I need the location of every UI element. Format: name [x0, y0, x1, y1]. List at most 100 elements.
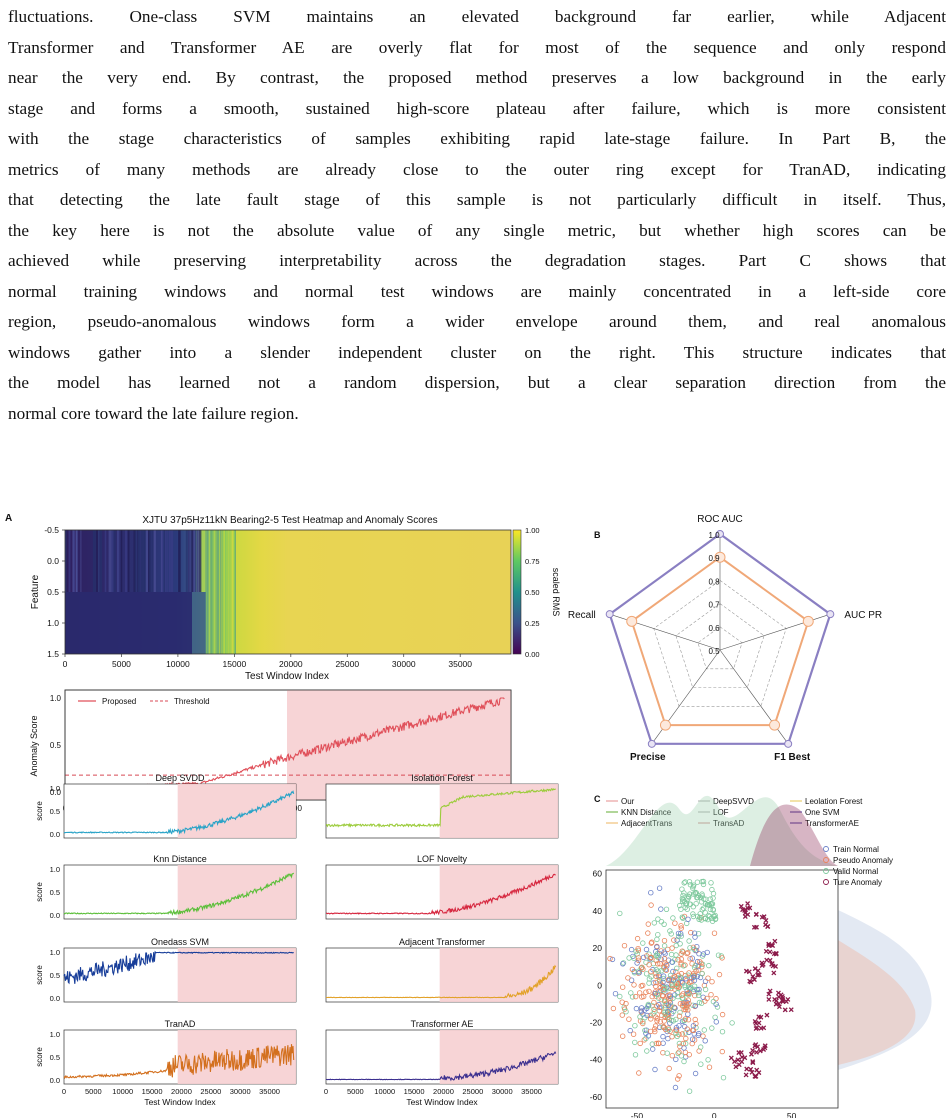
tsne-point — [620, 984, 626, 990]
heatmap-title: XJTU 37p5Hz11kN Bearing2-5 Test Heatmap … — [142, 515, 437, 526]
radar-legend-item: KNN Distance — [621, 808, 672, 817]
tsne-legend-item: Ture Anomaly — [833, 878, 882, 887]
tsne-point — [675, 1050, 681, 1056]
heatmap-stripe — [179, 530, 181, 592]
tsne-anomaly-point — [739, 1054, 745, 1060]
radar-ring-label: 0.8 — [708, 577, 720, 586]
method-title: TranAD — [165, 1019, 196, 1029]
tsne-point — [665, 1002, 671, 1008]
tsne-anomaly-point — [756, 972, 762, 978]
tsne-point — [638, 1008, 644, 1014]
heatmap-xtick: 0 — [63, 659, 68, 669]
tsne-point — [674, 937, 680, 943]
heatmap-stripe — [93, 530, 95, 592]
tsne-point — [691, 1031, 697, 1037]
tsne-point — [635, 946, 641, 952]
tsne-point — [632, 1052, 639, 1058]
radar-our-marker — [659, 719, 671, 731]
tsne-point — [607, 955, 613, 962]
tsne-anomaly-point — [764, 957, 770, 963]
tsne-point — [648, 954, 654, 960]
tsne-point — [632, 1023, 638, 1029]
radar-legend-item: Our — [621, 797, 635, 806]
tsne-point — [702, 915, 708, 921]
tsne-point — [687, 956, 693, 962]
tsne-point — [675, 957, 681, 963]
tsne-point — [676, 1073, 682, 1079]
tsne-point — [654, 1003, 660, 1009]
tsne-point — [691, 882, 697, 888]
tsne-point — [666, 1065, 672, 1072]
tsne-ytick: 20 — [593, 943, 603, 953]
method-plot: Deep SVDD 1.0 0.5 0.0 score — [35, 773, 297, 839]
tsne-point — [696, 916, 702, 922]
tsne-point — [635, 957, 642, 963]
legend-threshold: Threshold — [174, 697, 210, 706]
tsne-point — [680, 915, 686, 921]
tsne-anomaly-point — [753, 1073, 759, 1079]
tsne-point — [686, 1088, 693, 1094]
tsne-point — [679, 992, 685, 999]
tsne-point — [705, 975, 711, 981]
tsne-point — [669, 981, 676, 987]
method-plot: TranAD 1.0 0.5 0.0 score 0 5000 10000 15000 20000… — [35, 1019, 297, 1107]
heatmap-stripe — [72, 530, 75, 592]
tsne-point — [648, 890, 654, 896]
tsne-point — [672, 920, 678, 926]
tsne-point — [635, 968, 642, 974]
tsne-point — [710, 998, 717, 1005]
radar-axis-label: ROC AUC — [697, 514, 743, 525]
colorbar-tick: 0.75 — [525, 557, 540, 566]
tsne-point — [652, 1028, 658, 1035]
tsne-point — [692, 1003, 699, 1009]
method-score-line — [325, 1050, 557, 1082]
tsne-point — [662, 960, 668, 966]
tsne-point — [673, 942, 679, 949]
bottom-xtick: 10000 — [112, 1087, 133, 1096]
tsne-point — [676, 1049, 682, 1055]
heatmap-stripe — [217, 530, 219, 654]
tsne-point — [700, 905, 707, 911]
heatmap-stripe — [191, 530, 194, 592]
paragraph-line: that detecting the late fault stage of t… — [8, 190, 946, 209]
radar-outer-marker — [647, 739, 656, 748]
radar-chart: 0.5 0.6 0.7 0.8 0.9 1.0 ROC AUC AUC PR F1 Best Pr… — [568, 514, 882, 763]
tsne-anomaly-point — [747, 905, 753, 911]
tsne-point — [678, 961, 684, 968]
tsne-point — [694, 986, 700, 993]
tsne-point — [719, 1048, 725, 1055]
tsne-point — [694, 973, 700, 980]
tsne-point — [635, 955, 642, 961]
radar-axis-label: F1 Best — [774, 752, 811, 763]
tsne-point — [700, 994, 706, 1000]
tsne-point — [715, 952, 722, 958]
tsne-anomaly-point — [774, 998, 779, 1004]
tsne-point — [629, 966, 636, 973]
tsne-point — [682, 879, 688, 885]
heatmap-stripe — [94, 530, 97, 592]
tsne-point — [646, 962, 652, 968]
heatmap-stripe — [178, 530, 180, 592]
figure: A XJTU 37p5Hz11kN Bearing2-5 Test Heatma… — [5, 513, 932, 1118]
bottom-xtick: 25000 — [200, 1087, 221, 1096]
tsne-point — [640, 1019, 646, 1025]
tsne-point — [692, 1070, 699, 1077]
tsne-point — [708, 992, 714, 998]
tsne-point — [702, 986, 709, 993]
tsne-point — [668, 1003, 674, 1009]
tsne-point — [693, 968, 699, 974]
tsne-point — [683, 976, 689, 982]
tsne-point — [685, 972, 691, 978]
method-score-line — [63, 790, 295, 835]
tsne-point — [680, 1040, 686, 1047]
radar-legend-item: TransAD — [713, 819, 744, 828]
tsne-point — [620, 961, 626, 967]
small-ytick: 0.5 — [50, 1053, 60, 1062]
tsne-point — [626, 955, 632, 961]
tsne-anomaly-point — [753, 1026, 759, 1032]
tsne-point — [693, 889, 699, 896]
tsne-point — [653, 953, 659, 959]
radar-spoke — [719, 613, 831, 651]
bottom-xtick: 30000 — [230, 1087, 251, 1096]
tsne-point — [661, 956, 668, 962]
